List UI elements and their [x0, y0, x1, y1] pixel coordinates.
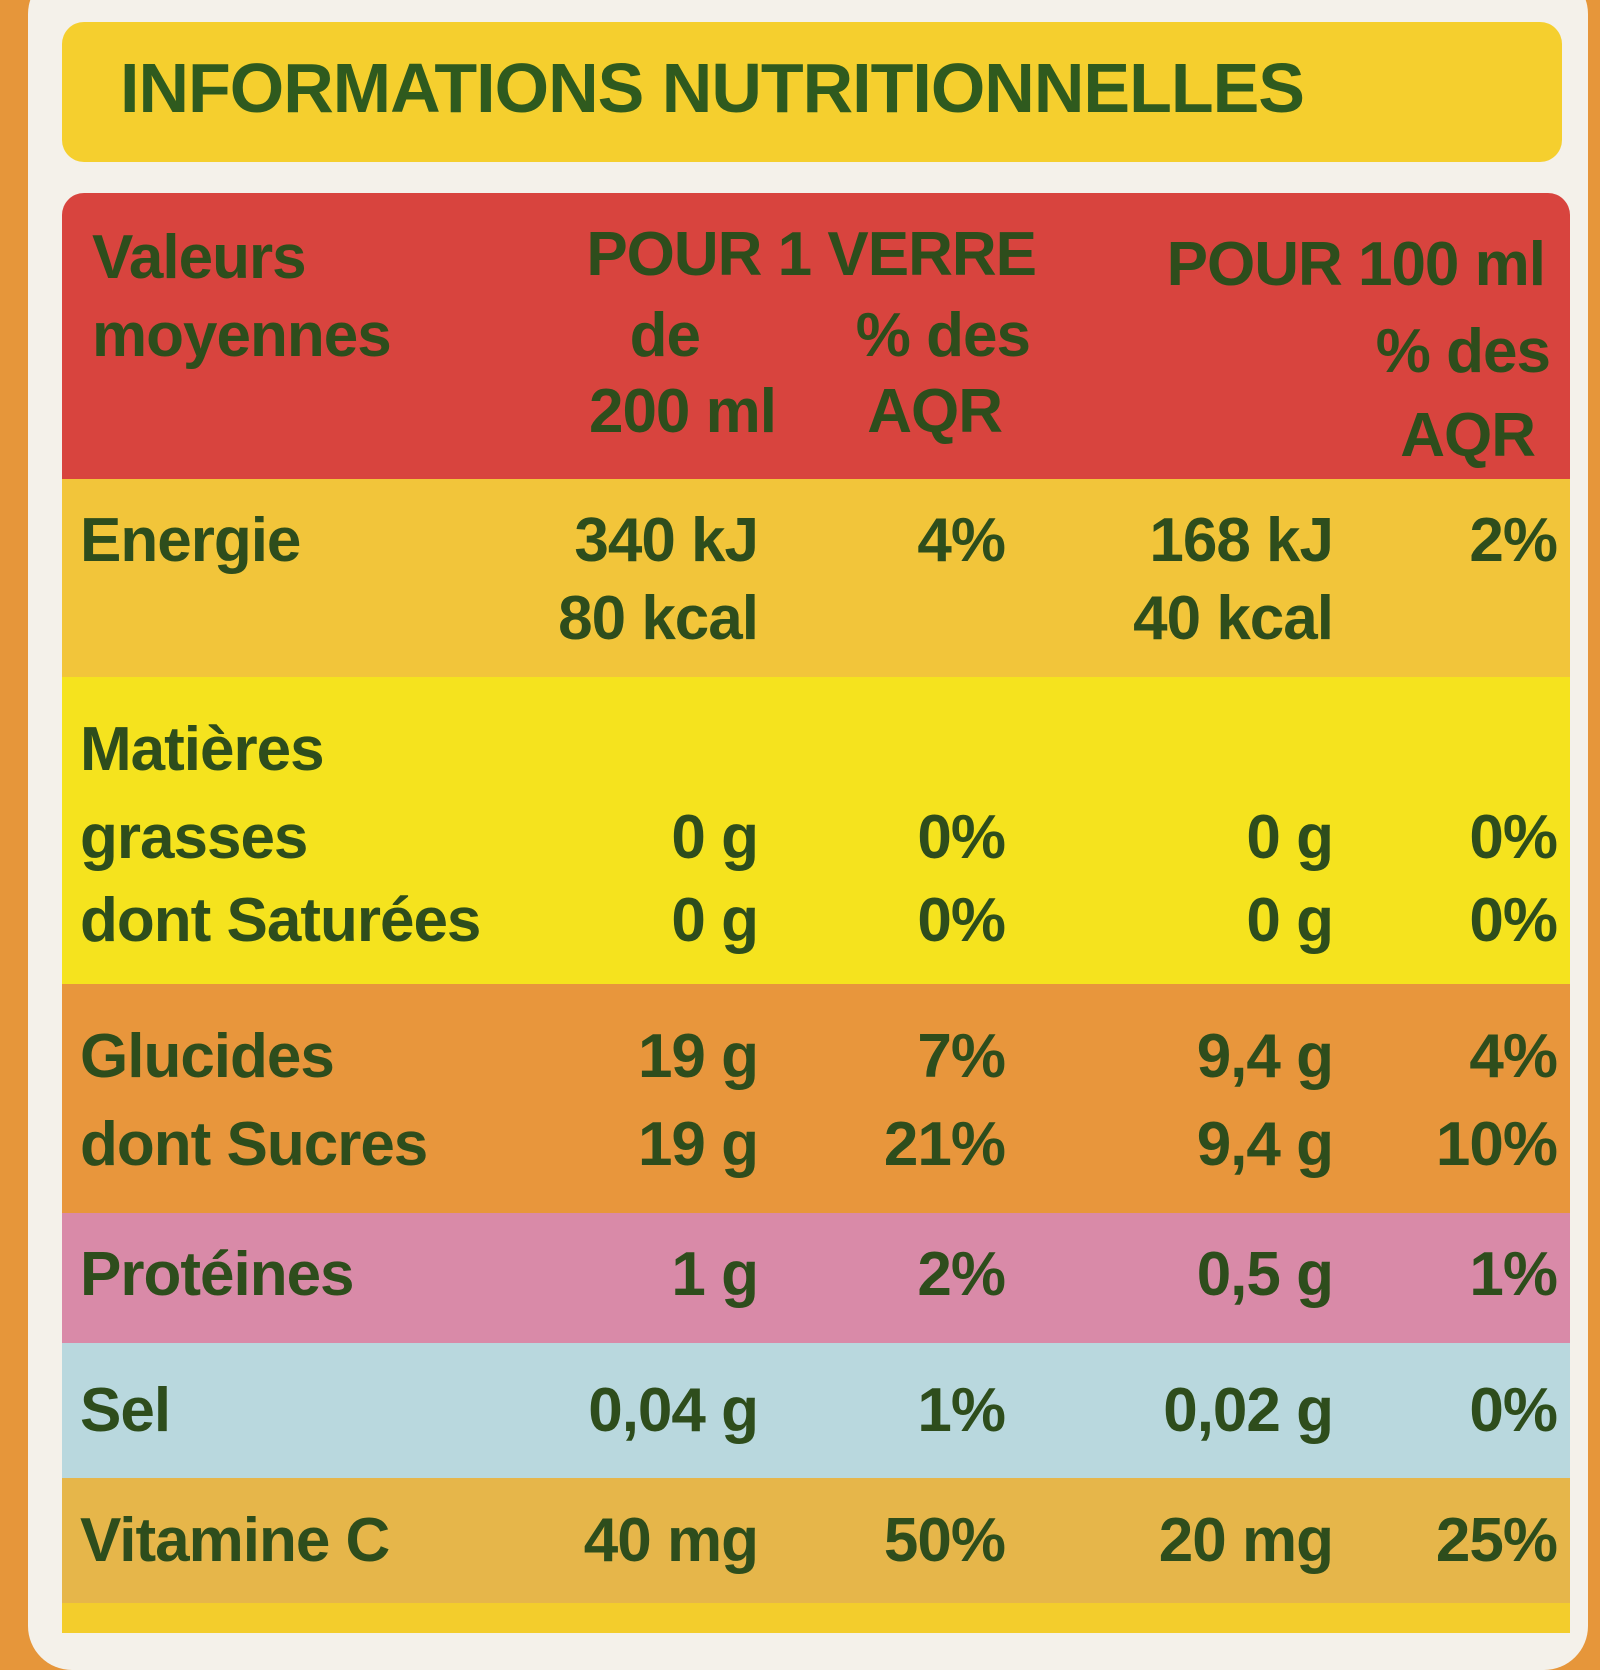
per100-value: 20 mg	[1158, 1506, 1334, 1575]
carb-band	[62, 984, 1570, 1213]
title-bar	[62, 22, 1562, 162]
glass-aqr: 4%	[917, 506, 1006, 575]
header-glass-amount: de	[629, 301, 701, 370]
salt-band	[62, 1343, 1570, 1478]
title: INFORMATIONS NUTRITIONNELLES	[120, 49, 1305, 127]
row-label: Sel	[80, 1376, 171, 1445]
aqr100-value: 10%	[1435, 1110, 1558, 1179]
glass-aqr: 7%	[917, 1022, 1006, 1091]
header-per-100: POUR 100 ml	[1166, 230, 1546, 299]
glass-value: 0 g	[671, 803, 759, 872]
glass-aqr: 21%	[883, 1110, 1006, 1179]
energy-band	[62, 479, 1570, 677]
header-glass-aqr: AQR	[867, 377, 1003, 446]
per100-value: 9,4 g	[1196, 1022, 1334, 1091]
page: INFORMATIONS NUTRITIONNELLES Valeurs moye…	[28, 0, 1588, 1670]
header-label: Valeurs	[92, 223, 307, 292]
glass-aqr: 1%	[917, 1376, 1006, 1445]
header-label: moyennes	[92, 301, 392, 370]
glass-aqr: 2%	[917, 1240, 1006, 1309]
glass-aqr: 50%	[883, 1506, 1006, 1575]
aqr100-value: 25%	[1435, 1506, 1558, 1575]
aqr100-value: 0%	[1469, 1376, 1558, 1445]
bottom-band	[62, 1603, 1570, 1633]
per100-value: 168 kJ	[1149, 506, 1334, 575]
vitamin-band	[62, 1478, 1570, 1603]
aqr100-value: 0%	[1469, 803, 1558, 872]
glass-value: 40 mg	[583, 1506, 759, 1575]
glass-value: 80 kcal	[558, 584, 759, 653]
row-label: dont Sucres	[80, 1110, 428, 1179]
row-label: dont Saturées	[80, 886, 481, 955]
per100-value: 0,02 g	[1163, 1376, 1334, 1445]
aqr100-value: 2%	[1469, 506, 1558, 575]
per100-value: 0,5 g	[1196, 1240, 1334, 1309]
per100-value: 0 g	[1246, 803, 1334, 872]
row-label: grasses	[80, 803, 308, 872]
glass-value: 0 g	[671, 886, 759, 955]
glass-value: 19 g	[637, 1110, 759, 1179]
header-glass-aqr: % des	[855, 301, 1031, 370]
per100-value: 40 kcal	[1133, 584, 1334, 653]
glass-value: 0,04 g	[588, 1376, 759, 1445]
header-band	[62, 193, 1570, 479]
per100-value: 0 g	[1246, 886, 1334, 955]
glass-value: 1 g	[671, 1240, 759, 1309]
header-aqr-100: % des	[1375, 317, 1551, 386]
aqr100-value: 0%	[1469, 886, 1558, 955]
row-label: Energie	[80, 506, 301, 575]
row-label: Vitamine C	[80, 1506, 390, 1575]
aqr100-value: 4%	[1469, 1022, 1558, 1091]
glass-aqr: 0%	[917, 803, 1006, 872]
header-aqr-100: AQR	[1400, 401, 1536, 470]
protein-band	[62, 1213, 1570, 1343]
header-glass-amount: 200 ml	[588, 377, 777, 446]
glass-value: 340 kJ	[574, 506, 759, 575]
per100-value: 9,4 g	[1196, 1110, 1334, 1179]
row-label: Glucides	[80, 1022, 335, 1091]
header-per-glass: POUR 1 VERRE	[586, 220, 1037, 289]
aqr100-value: 1%	[1469, 1240, 1558, 1309]
glass-value: 19 g	[637, 1022, 759, 1091]
row-label: Protéines	[80, 1240, 355, 1309]
glass-aqr: 0%	[917, 886, 1006, 955]
fat-band	[62, 677, 1570, 984]
row-label: Matières	[80, 715, 325, 784]
